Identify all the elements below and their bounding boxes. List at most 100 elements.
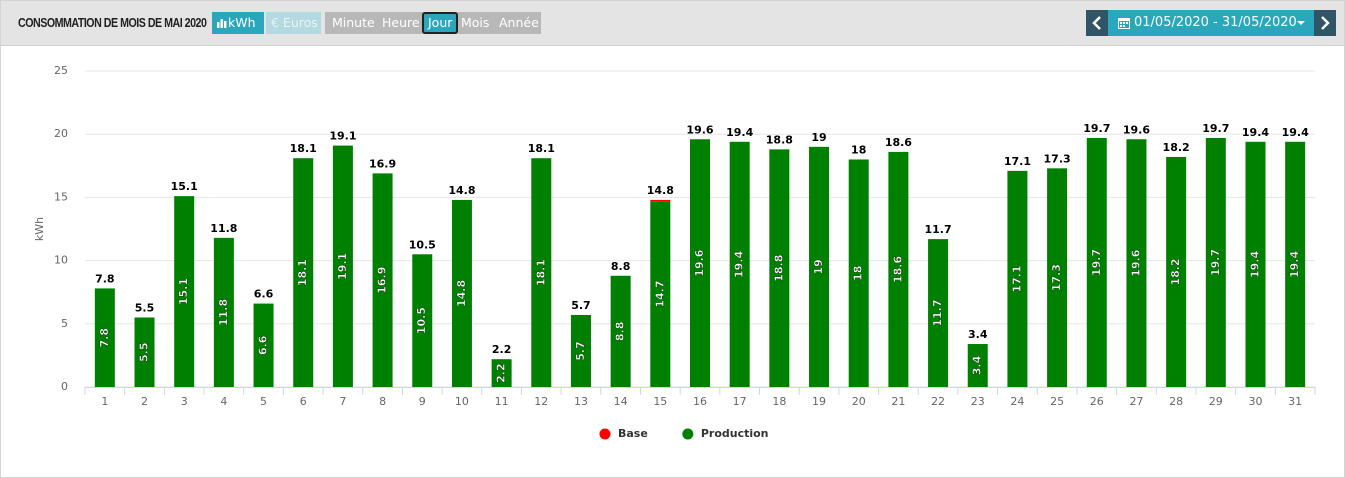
bar-value-label: 5.7 <box>574 341 587 361</box>
x-tick-label: 20 <box>852 395 866 408</box>
bar <box>451 199 472 387</box>
x-tick-label: 19 <box>812 395 826 408</box>
stack-total-label: 7.8 <box>95 272 115 285</box>
x-tick-label: 5 <box>260 395 267 408</box>
stack-total-label: 18.1 <box>290 142 317 155</box>
bar <box>809 146 830 387</box>
date-picker[interactable]: 01/05/2020 - 31/05/2020 <box>1108 10 1314 36</box>
x-tick-label: 3 <box>181 395 188 408</box>
x-tick-label: 31 <box>1288 395 1302 408</box>
bar <box>650 201 671 387</box>
x-tick-label: 23 <box>971 395 985 408</box>
bar-value-label: 19.4 <box>1288 250 1301 277</box>
bar <box>690 139 710 387</box>
y-tick-label: 15 <box>54 190 68 203</box>
bar <box>134 317 155 387</box>
unit-button[interactable]: kWh <box>212 12 264 34</box>
x-tick-label: 8 <box>379 395 386 408</box>
bar <box>1007 170 1028 387</box>
stack-total-label: 8.8 <box>611 260 631 273</box>
x-tick-label: 7 <box>339 395 346 408</box>
x-tick-label: 2 <box>141 395 148 408</box>
stack-total-label: 17.1 <box>1004 155 1031 168</box>
x-tick-label: 27 <box>1129 395 1143 408</box>
legend-marker <box>599 428 611 440</box>
stack-total-label: 3.4 <box>968 328 988 341</box>
bar <box>610 275 631 387</box>
y-tick-label: 20 <box>54 127 68 140</box>
bar <box>1086 137 1107 387</box>
bar-value-label: 19.7 <box>1090 249 1103 276</box>
stack-total-label: 5.5 <box>135 301 155 314</box>
stack-total-label: 5.7 <box>571 299 591 312</box>
bar-value-label: 7.8 <box>98 328 111 348</box>
period-group: Minute Heure Jour Mois Année <box>325 12 541 34</box>
caret-icon <box>1297 21 1305 25</box>
stack-total-label: 19.1 <box>329 130 356 143</box>
bar <box>967 344 988 387</box>
bar-value-label: 10.5 <box>415 307 428 334</box>
stack-total-label: 18 <box>851 143 866 156</box>
x-tick-label: 15 <box>653 395 667 408</box>
bar-value-label: 3.4 <box>971 355 984 375</box>
stack-total-label: 19.4 <box>1242 126 1269 139</box>
x-tick-label: 22 <box>931 395 945 408</box>
bar <box>1166 156 1187 387</box>
toolbar: CONSOMMATION DE MOIS DE MAI 2020 kWh € E… <box>1 1 1344 46</box>
bar-value-label: 11.8 <box>217 299 230 326</box>
legend-label: Production <box>701 427 769 440</box>
legend-marker <box>682 428 694 440</box>
x-tick-label: 4 <box>220 395 227 408</box>
bar <box>412 254 433 387</box>
legend-label: Base <box>618 427 648 440</box>
x-tick-label: 10 <box>455 395 469 408</box>
bar <box>848 159 869 387</box>
period-button[interactable]: Minute <box>332 15 375 30</box>
stack-total-label: 18.2 <box>1163 141 1190 154</box>
x-tick-label: 18 <box>772 395 786 408</box>
next-button[interactable] <box>1314 10 1336 36</box>
bar-value-label: 19.4 <box>733 250 746 277</box>
button-label: € Euros <box>271 15 318 30</box>
stack-total-label: 17.3 <box>1044 152 1071 165</box>
x-tick-label: 24 <box>1010 395 1024 408</box>
bar <box>650 199 671 202</box>
bar-value-label: 19.4 <box>1248 250 1261 277</box>
x-tick-label: 14 <box>614 395 628 408</box>
bar <box>769 149 790 387</box>
bar-icon <box>217 19 227 28</box>
y-tick-label: 10 <box>54 254 68 267</box>
y-axis-label: kWh <box>33 217 46 241</box>
unit-button[interactable]: € Euros <box>266 12 321 34</box>
bar-value-label: 19.7 <box>1209 249 1222 276</box>
bar <box>332 145 353 387</box>
y-tick-label: 5 <box>61 317 68 330</box>
bar-value-label: 15.1 <box>177 278 190 305</box>
bar-value-label: 18.2 <box>1169 258 1182 285</box>
period-button[interactable]: Heure <box>382 15 420 30</box>
bar-value-label: 18.6 <box>891 256 904 283</box>
x-tick-label: 11 <box>495 395 509 408</box>
bar <box>1047 168 1068 387</box>
stack-total-label: 16.9 <box>369 157 396 170</box>
bar-value-label: 17.1 <box>1010 265 1023 292</box>
x-tick-label: 13 <box>574 395 588 408</box>
bar-value-label: 19.6 <box>1129 249 1142 276</box>
bar-value-label: 5.5 <box>138 342 151 362</box>
bar <box>213 237 234 387</box>
stack-total-label: 18.8 <box>766 133 793 146</box>
period-button[interactable]: Jour <box>422 12 459 34</box>
calendar-icon <box>1118 18 1130 29</box>
x-tick-label: 21 <box>891 395 905 408</box>
bar <box>570 314 591 387</box>
period-button[interactable]: Année <box>499 15 539 30</box>
stack-total-label: 11.7 <box>924 223 951 236</box>
stack-total-label: 19.7 <box>1202 122 1229 135</box>
period-button[interactable]: Mois <box>461 15 490 30</box>
prev-button[interactable] <box>1086 10 1108 36</box>
bar-value-label: 19.1 <box>336 253 349 280</box>
stack-total-label: 14.8 <box>448 184 475 197</box>
bar-value-label: 19.6 <box>693 249 706 276</box>
bar-value-label: 11.7 <box>931 299 944 326</box>
